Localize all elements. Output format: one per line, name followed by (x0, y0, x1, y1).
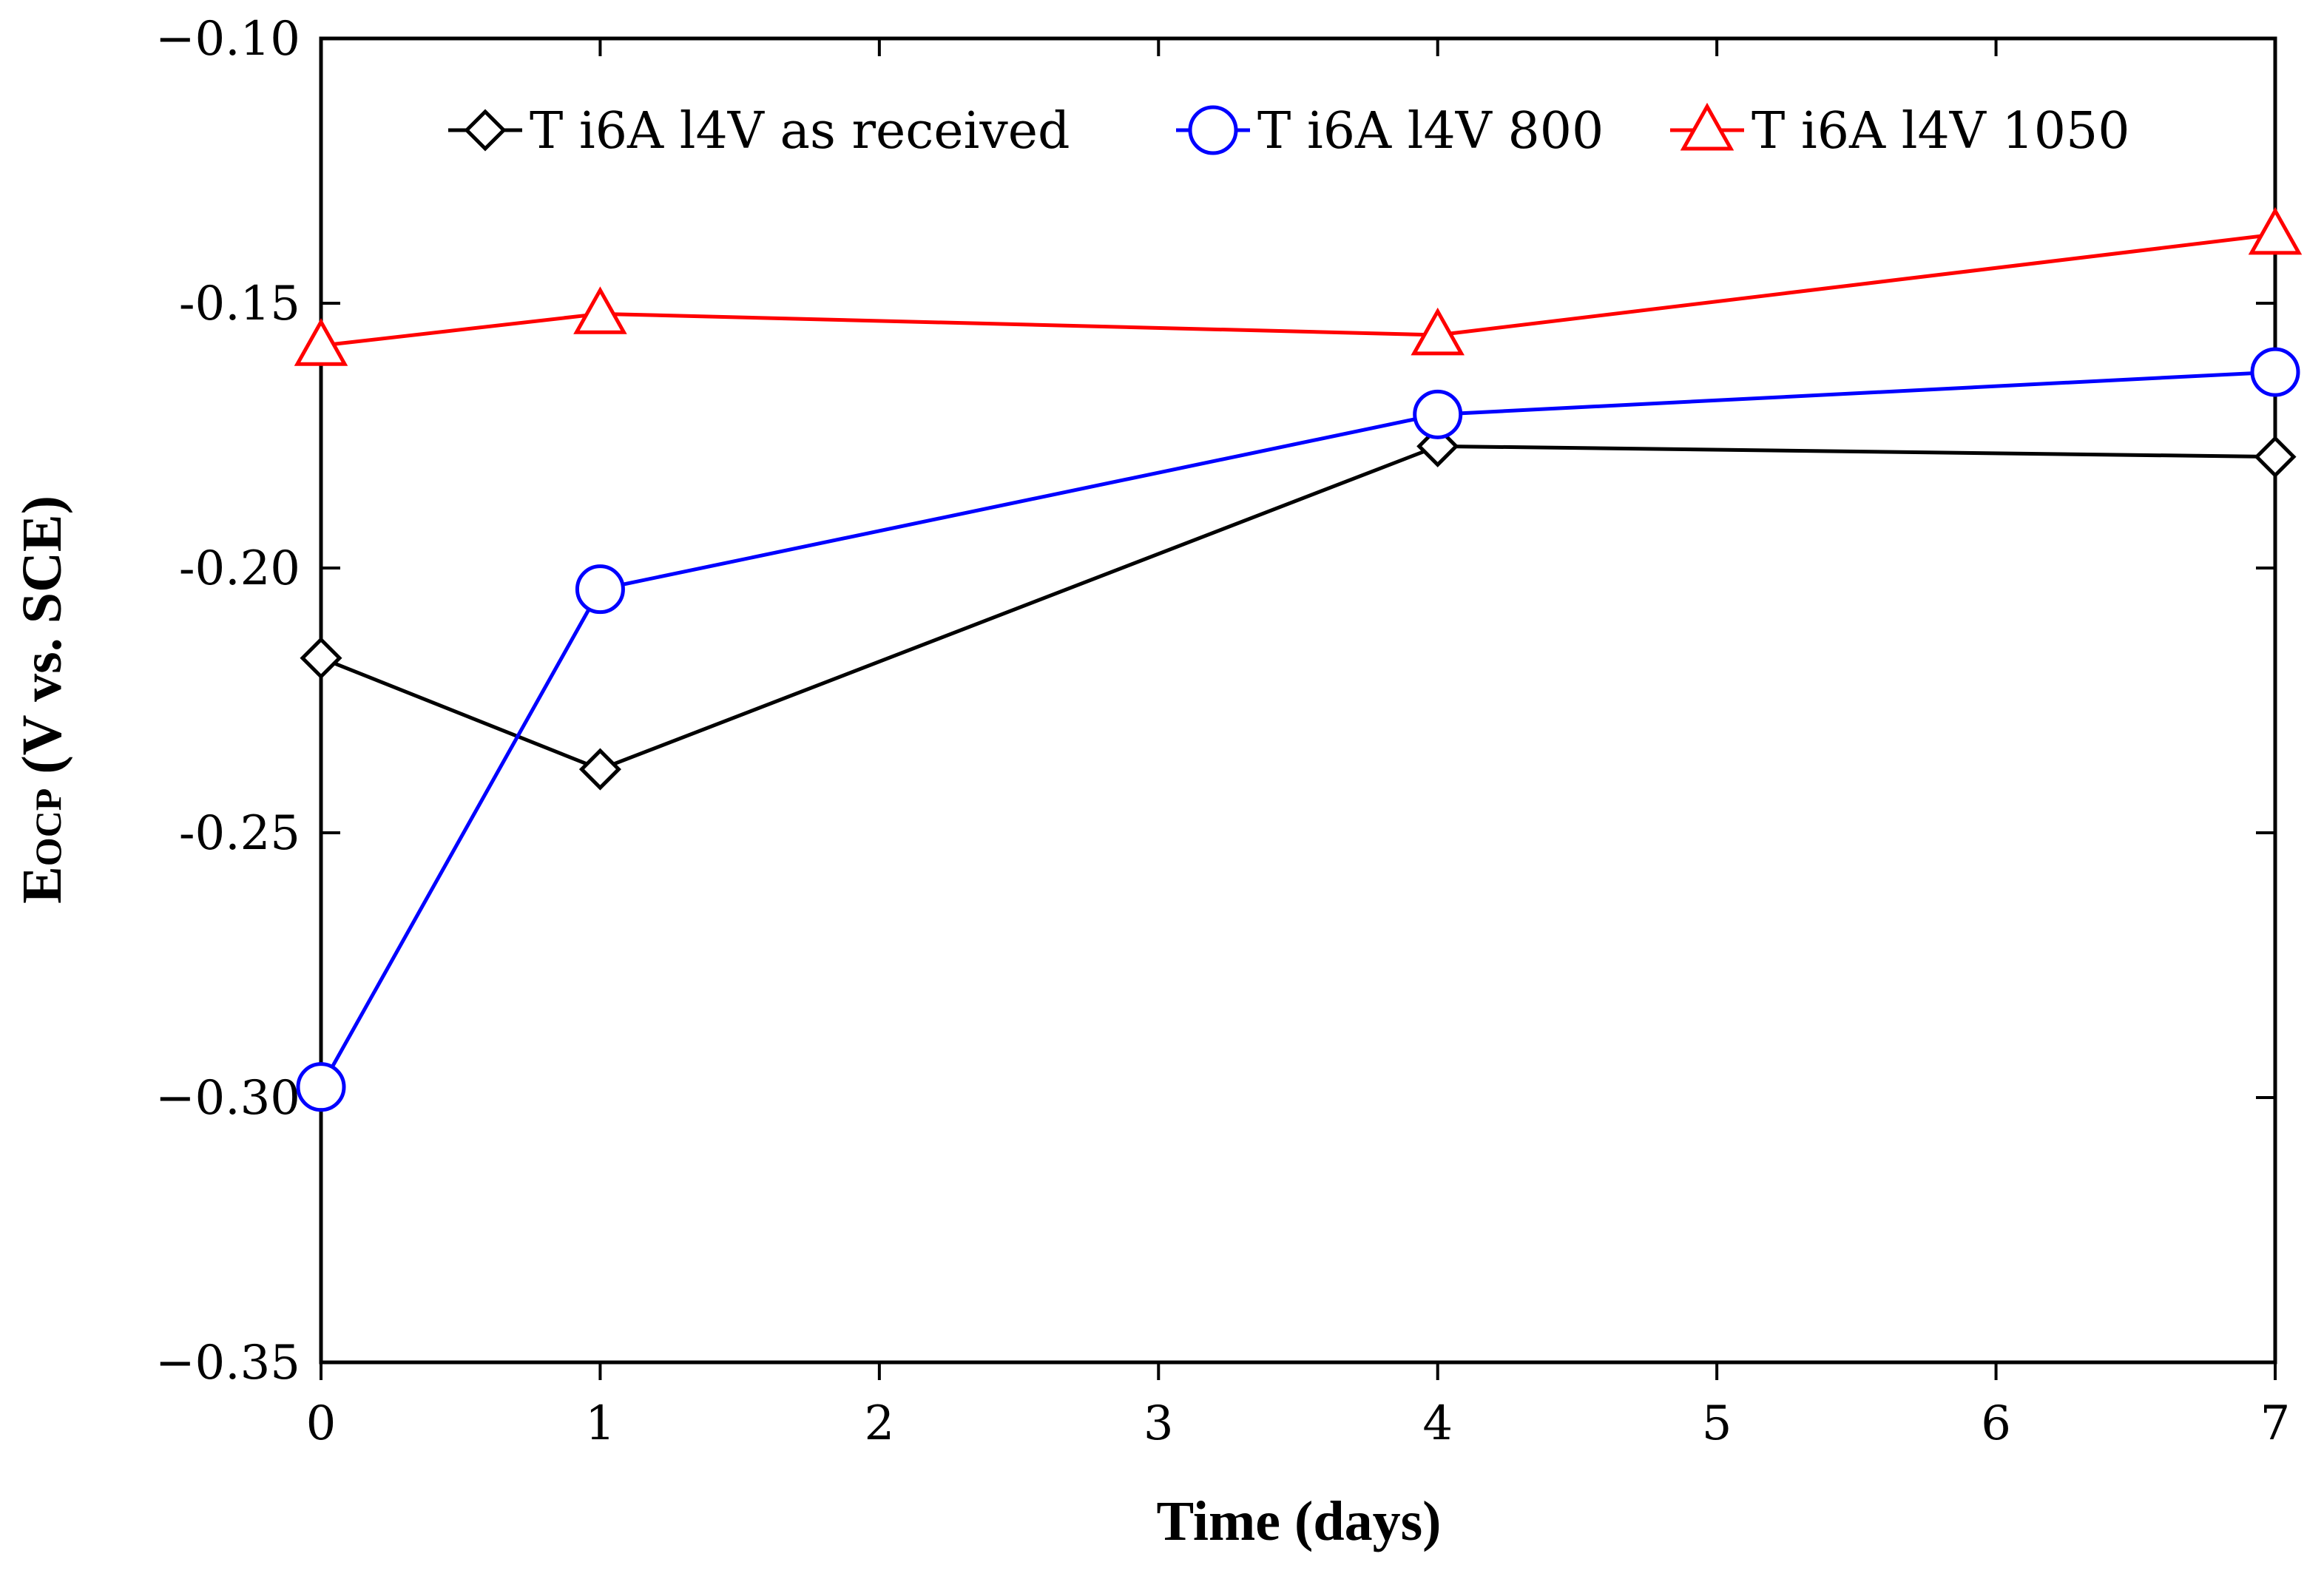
y-tick-label: -0.15 (179, 277, 300, 331)
data-point-circle (575, 564, 625, 615)
x-tick-label: 5 (1702, 1396, 1732, 1451)
series-layer (294, 206, 2303, 1112)
data-point-circle (2250, 347, 2300, 397)
y-axis-title-sub: OCP (27, 788, 69, 867)
legend-item: T i6A l4V 1050 (1670, 102, 2130, 160)
y-axis-title: EOCP (V vs. SCE) (11, 496, 73, 904)
series-triangle (294, 206, 2303, 366)
legend-marker (1680, 102, 1734, 151)
x-tick-label: 0 (306, 1396, 337, 1451)
data-point-diamond (2254, 436, 2297, 479)
data-point-circle (296, 1062, 346, 1112)
series-line (320, 444, 2276, 771)
series-circle (296, 347, 2300, 1112)
y-axis-title-main: E (11, 866, 73, 904)
series-line (320, 232, 2276, 348)
data-point-triangle (294, 318, 348, 366)
x-tick-label: 7 (2260, 1396, 2291, 1451)
data-point-triangle (1411, 307, 1465, 356)
series-line (319, 370, 2276, 1088)
y-axis: −0.10 -0.15 -0.20 -0.25 −0.30 −0.35 (155, 12, 2275, 1390)
data-point-diamond (300, 637, 342, 680)
legend-marker (464, 109, 507, 152)
y-tick-label: -0.25 (179, 806, 300, 861)
x-axis-title: Time (days) (1157, 1490, 1442, 1552)
y-axis-title-rest: (V vs. SCE) (11, 496, 73, 788)
x-tick-label: 3 (1144, 1396, 1174, 1451)
x-axis: 0 1 2 3 4 5 6 7 (306, 38, 2291, 1451)
x-tick-label: 6 (1981, 1396, 2011, 1451)
data-point-diamond (578, 748, 621, 791)
x-tick-label: 4 (1422, 1396, 1453, 1451)
data-point-circle (1413, 389, 1463, 439)
legend-marker (1188, 105, 1238, 155)
x-tick-label: 2 (864, 1396, 894, 1451)
legend-item: T i6A l4V as received (448, 102, 1070, 160)
y-tick-label: -0.20 (179, 541, 300, 596)
x-tick-label: 1 (585, 1396, 615, 1451)
legend-label: T i6A l4V 1050 (1752, 102, 2130, 160)
y-tick-label: −0.10 (155, 12, 300, 67)
y-tick-label: −0.30 (155, 1071, 300, 1126)
legend-label: T i6A l4V 800 (1257, 102, 1604, 160)
legend-item: T i6A l4V 800 (1176, 102, 1604, 160)
plot-frame (319, 36, 2277, 1365)
legend: T i6A l4V as received T i6A l4V 800 T i6A … (448, 102, 2130, 160)
series-diamond (300, 425, 2297, 791)
data-point-triangle (2248, 206, 2303, 255)
y-tick-label: −0.35 (155, 1336, 300, 1390)
data-point-triangle (573, 286, 627, 334)
legend-label: T i6A l4V as received (530, 102, 1070, 160)
